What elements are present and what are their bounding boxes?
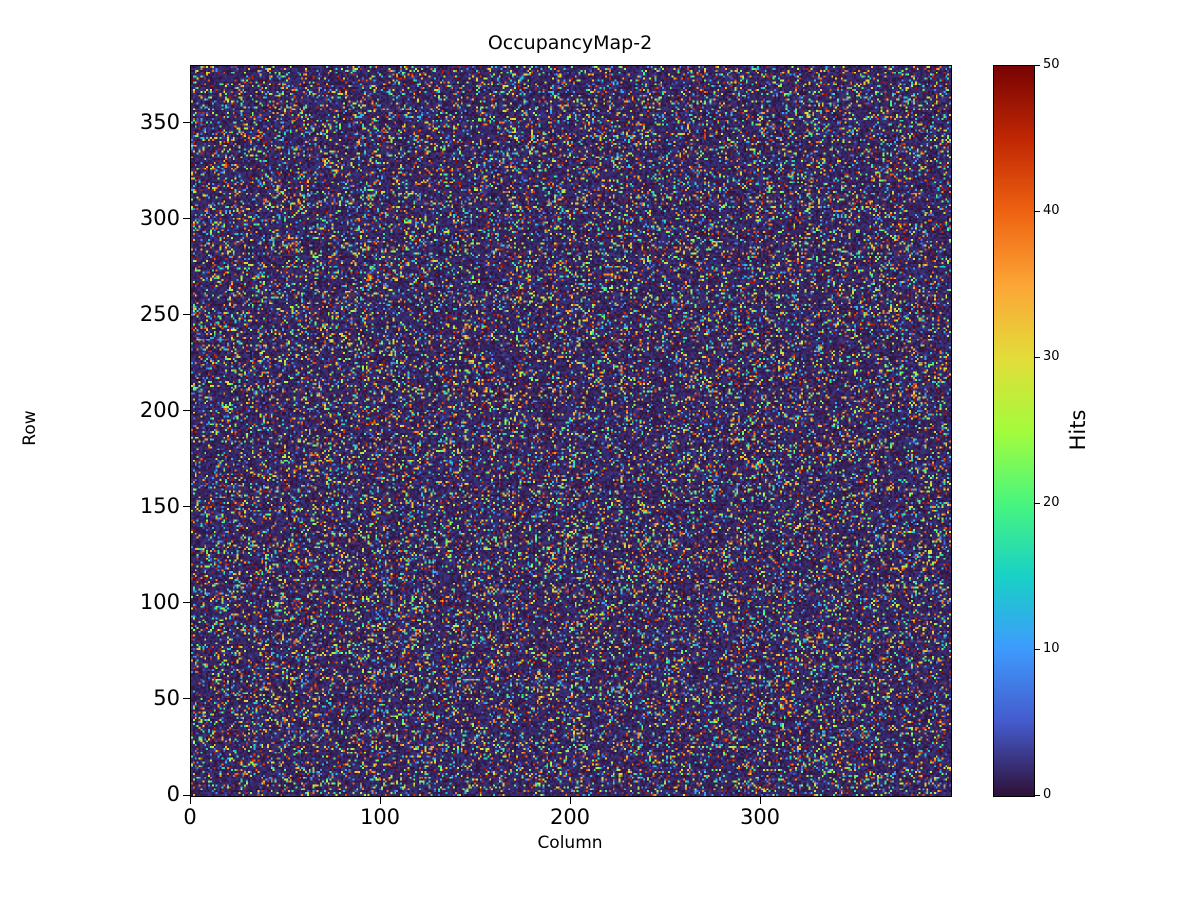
y-axis-label: Row <box>20 410 40 446</box>
cb-tick-mark <box>1035 64 1040 66</box>
y-tick-mark <box>183 314 190 316</box>
y-tick-mark <box>183 794 190 796</box>
y-tick-label: 150 <box>139 493 180 518</box>
y-tick-mark <box>183 218 190 220</box>
cb-tick-mark <box>1035 210 1040 212</box>
y-tick-mark <box>183 122 190 124</box>
x-tick-label: 200 <box>549 805 591 829</box>
cb-tick-mark <box>1035 794 1040 796</box>
y-tick-label: 50 <box>153 685 180 710</box>
colorbar-canvas <box>994 66 1034 796</box>
cb-tick-mark <box>1035 648 1040 650</box>
cb-tick-label: 0 <box>1043 787 1052 802</box>
cb-tick-mark <box>1035 502 1040 504</box>
x-axis-label: Column <box>537 833 603 853</box>
y-tick-mark <box>183 698 190 700</box>
y-tick-label: 250 <box>139 301 180 326</box>
y-tick-label: 300 <box>139 205 180 230</box>
y-tick-label: 0 <box>166 782 180 806</box>
y-tick-mark <box>183 410 190 412</box>
y-tick-label: 200 <box>139 397 180 422</box>
cb-tick-mark <box>1035 356 1040 358</box>
y-tick-mark <box>183 506 190 508</box>
x-tick-label: 300 <box>739 805 781 829</box>
plot-area <box>190 65 952 797</box>
x-tick-mark <box>759 797 761 804</box>
x-tick-label: 100 <box>359 805 401 829</box>
x-tick-mark <box>189 797 191 804</box>
x-tick-label: 0 <box>183 805 197 829</box>
cb-tick-label: 10 <box>1043 641 1060 656</box>
y-tick-mark <box>183 602 190 604</box>
cb-tick-label: 20 <box>1043 495 1060 510</box>
heatmap-canvas <box>191 66 951 796</box>
x-tick-mark <box>569 797 571 804</box>
cb-tick-label: 50 <box>1043 57 1060 72</box>
y-tick-label: 100 <box>139 589 180 614</box>
colorbar <box>993 65 1035 797</box>
x-tick-mark <box>379 797 381 804</box>
cb-tick-label: 30 <box>1043 349 1060 364</box>
cb-tick-label: 40 <box>1043 203 1060 218</box>
y-tick-label: 350 <box>139 109 180 134</box>
chart-title: OccupancyMap-2 <box>487 32 653 54</box>
colorbar-label: Hits <box>1066 409 1090 451</box>
